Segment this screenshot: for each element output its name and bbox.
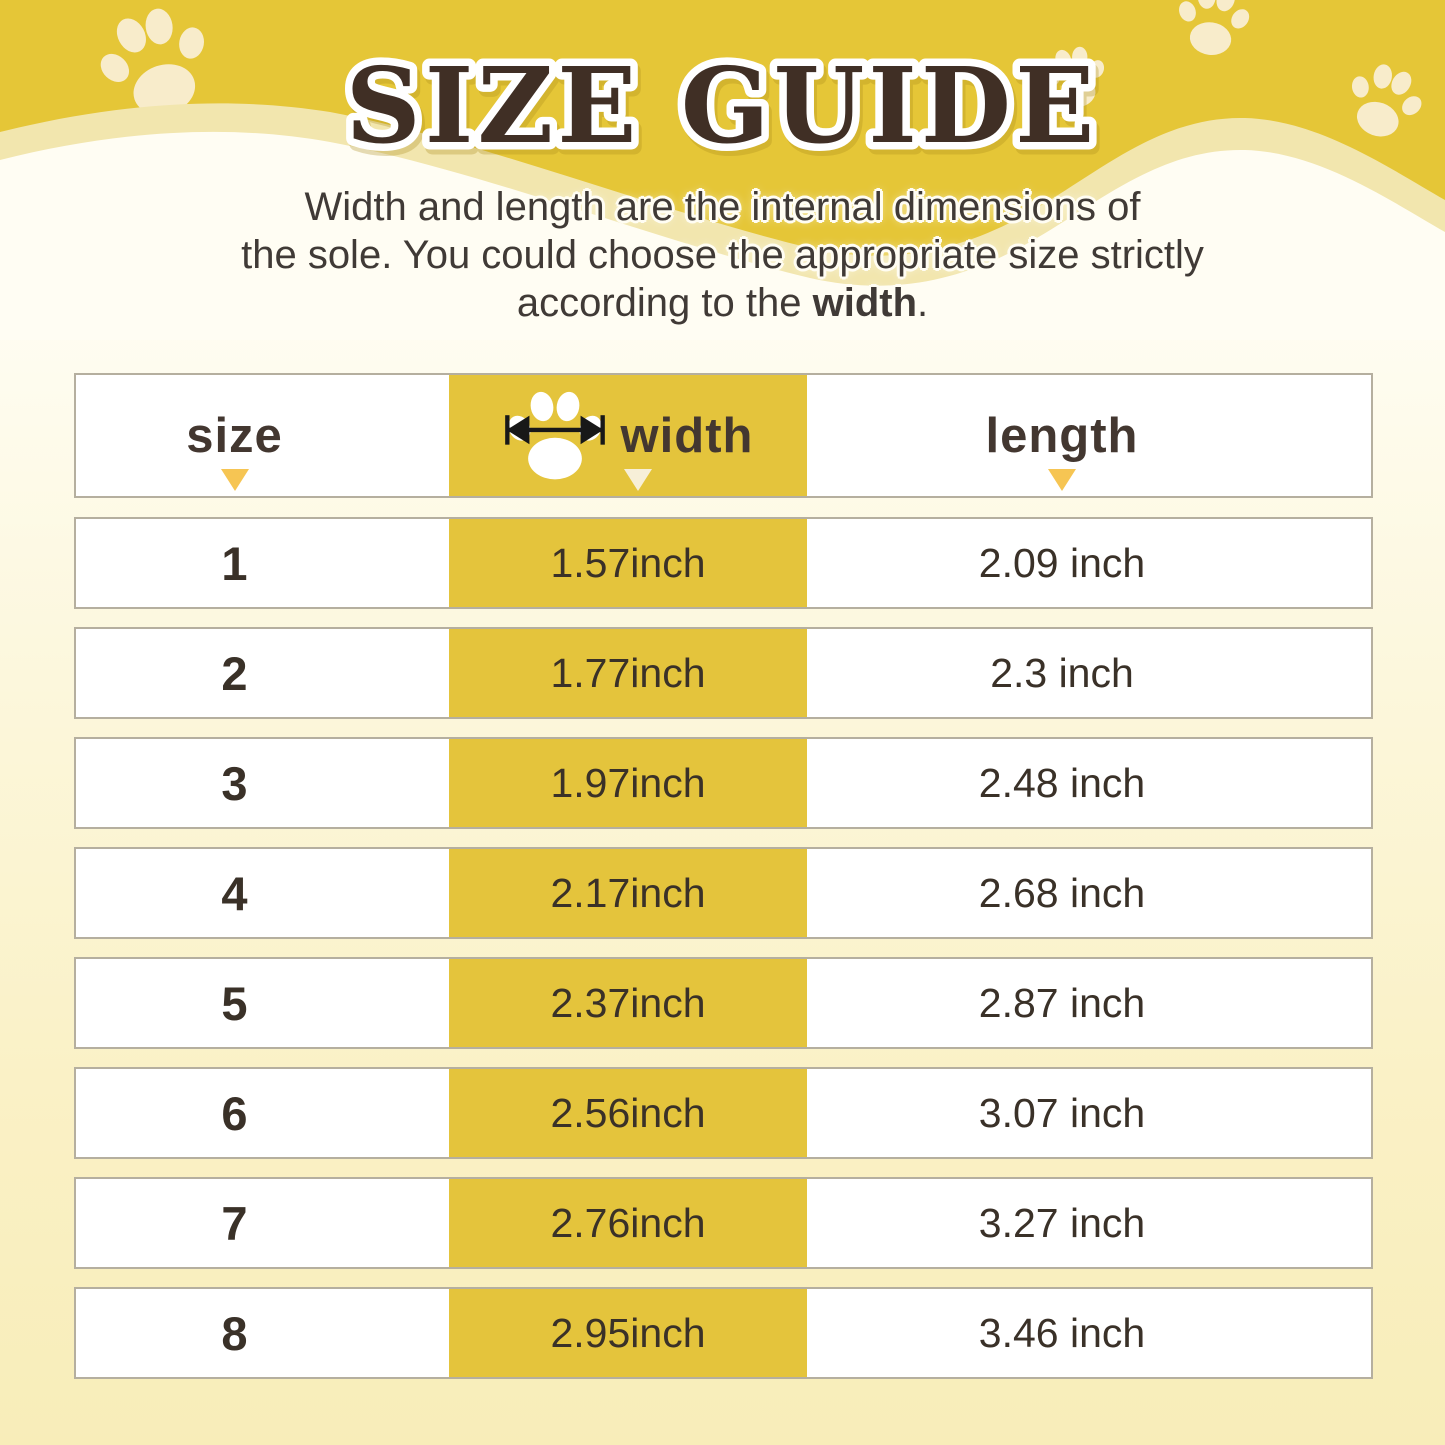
banner-wave: SIZE GUIDE xyxy=(0,0,1445,340)
width-value: 2.37inch xyxy=(449,959,807,1047)
length-value: 3.27 inch xyxy=(978,1199,1146,1246)
table-row: 3 1.97inch 2.48 inch xyxy=(74,737,1373,829)
size-value: 2 xyxy=(221,646,248,700)
wave-white-hill xyxy=(0,131,1445,340)
width-value: 1.97inch xyxy=(449,739,807,827)
size-value: 3 xyxy=(221,756,248,810)
size-table: size xyxy=(74,373,1373,1397)
down-triangle-icon xyxy=(1048,469,1076,491)
length-value: 3.46 inch xyxy=(978,1309,1146,1356)
header-cell-length: length xyxy=(807,375,1371,496)
description-bold-word: width xyxy=(812,281,918,325)
size-value: 8 xyxy=(221,1306,248,1360)
length-value: 3.07 inch xyxy=(978,1089,1146,1136)
length-value: 2.3 inch xyxy=(990,649,1134,696)
width-value: 2.76inch xyxy=(449,1179,807,1267)
length-value: 2.87 inch xyxy=(978,979,1146,1026)
table-row: 8 2.95inch 3.46 inch xyxy=(74,1287,1373,1379)
paw-width-measure-icon xyxy=(503,388,607,484)
size-value: 1 xyxy=(221,536,248,590)
size-value: 5 xyxy=(221,976,248,1030)
header-cell-width: width xyxy=(449,375,807,496)
width-value: 1.77inch xyxy=(449,629,807,717)
length-value: 2.48 inch xyxy=(978,759,1146,806)
table-row: 4 2.17inch 2.68 inch xyxy=(74,847,1373,939)
description-line: the sole. You could choose the appropria… xyxy=(241,233,1204,277)
description-line: according to the width. xyxy=(516,281,929,325)
description: Width and length are the internal dimens… xyxy=(0,183,1445,327)
size-value: 6 xyxy=(221,1086,248,1140)
table-row: 5 2.37inch 2.87 inch xyxy=(74,957,1373,1049)
table-row: 2 1.77inch 2.3 inch xyxy=(74,627,1373,719)
table-row: 1 1.57inch 2.09 inch xyxy=(74,517,1373,609)
down-triangle-icon xyxy=(220,469,249,491)
width-value: 1.57inch xyxy=(449,519,807,607)
description-line: Width and length are the internal dimens… xyxy=(304,185,1141,229)
column-label-width: width xyxy=(620,408,754,463)
down-triangle-icon xyxy=(624,469,652,491)
width-value: 2.17inch xyxy=(449,849,807,937)
width-value: 2.56inch xyxy=(449,1069,807,1157)
length-value: 2.09 inch xyxy=(978,539,1146,586)
column-label-length: length xyxy=(985,408,1139,463)
table-header-row: size xyxy=(74,373,1373,498)
column-label-size: size xyxy=(186,408,283,463)
header-cell-size: size xyxy=(76,375,449,496)
length-value: 2.68 inch xyxy=(978,869,1146,916)
size-value: 7 xyxy=(221,1196,248,1250)
width-value: 2.95inch xyxy=(449,1289,807,1377)
table-row: 7 2.76inch 3.27 inch xyxy=(74,1177,1373,1269)
page-title: SIZE GUIDE xyxy=(346,44,1099,167)
size-value: 4 xyxy=(221,866,248,920)
table-row: 6 2.56inch 3.07 inch xyxy=(74,1067,1373,1159)
